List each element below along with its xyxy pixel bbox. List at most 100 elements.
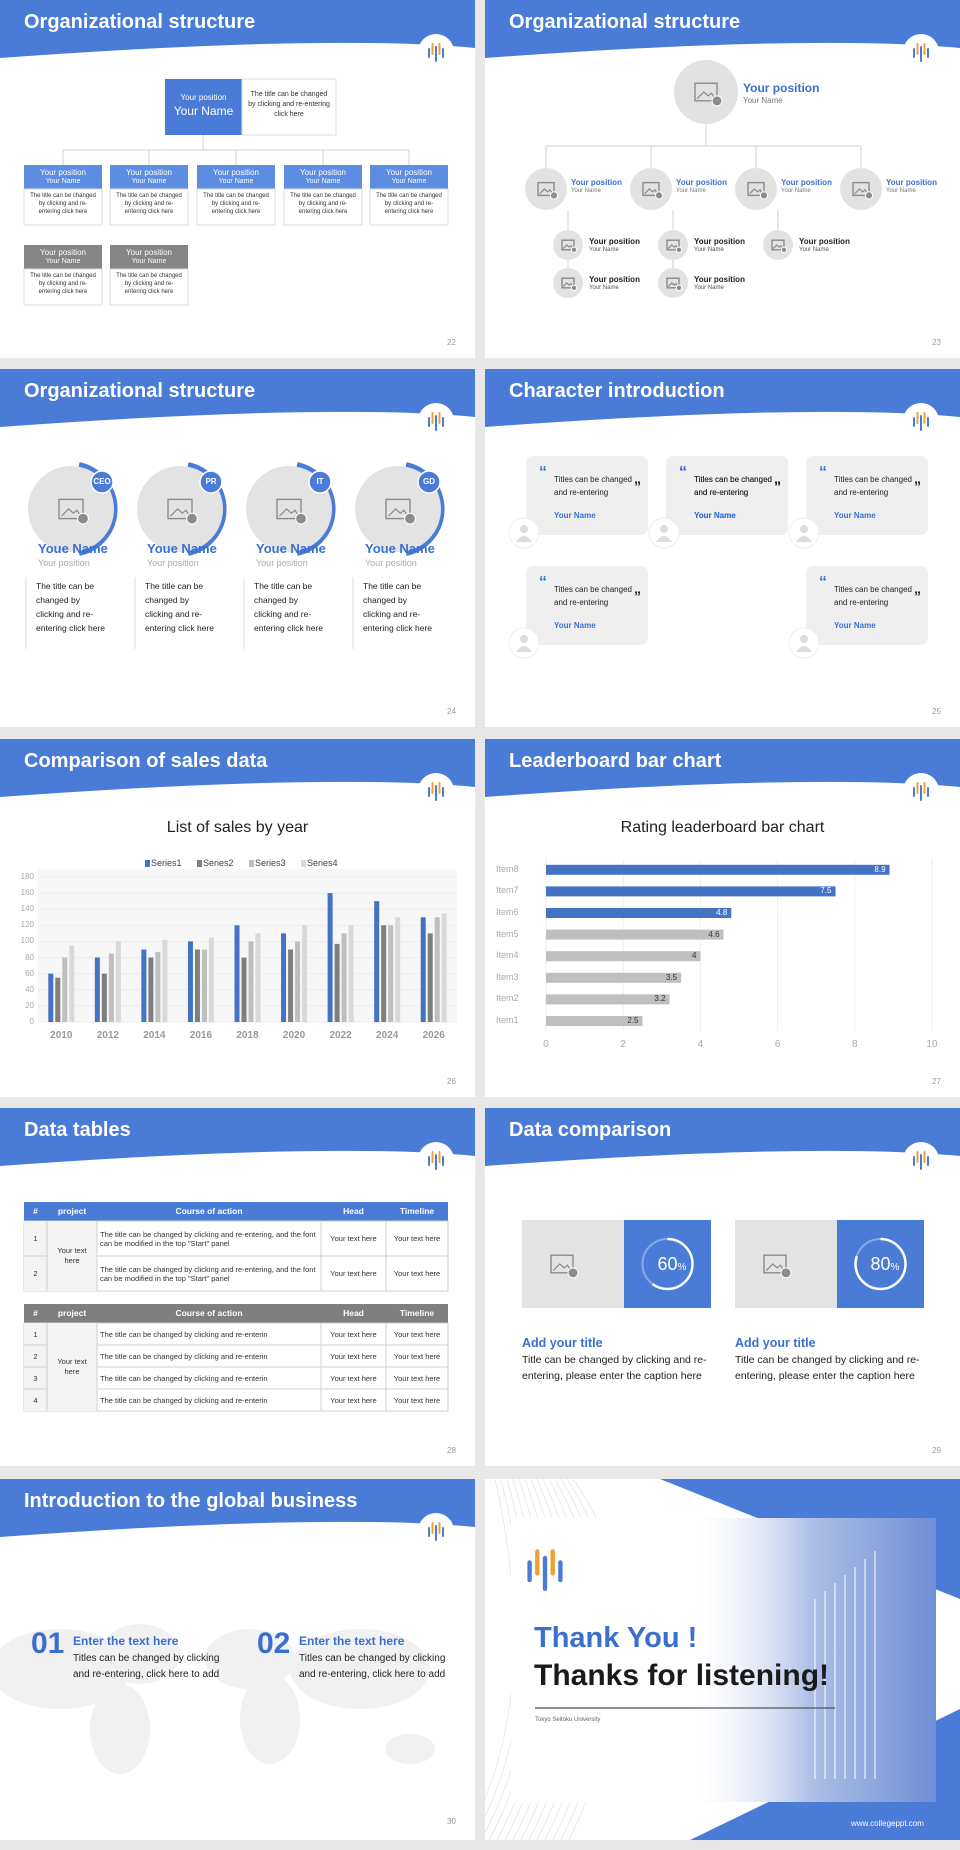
image-icon-mountain (667, 244, 679, 250)
image-icon-mountain (644, 188, 658, 195)
legend-label: Series3 (255, 858, 286, 868)
head-note-box (241, 78, 337, 136)
table-cell: Your text here (57, 1357, 87, 1376)
value-label: 3.5 (665, 972, 678, 982)
y-tick-label: 160 (20, 888, 34, 898)
bar (255, 933, 261, 1022)
x-tick-label: 8 (852, 1039, 858, 1050)
legend-label: Series1 (151, 858, 182, 868)
box-text: The title can be changed by clicking and… (116, 193, 182, 215)
slide: Leaderboard bar chart 27 Rating leaderboar… (485, 739, 960, 1097)
logo-bar (428, 787, 430, 797)
head-name: Your Name (743, 96, 783, 105)
slide-title: Introduction to the global business (24, 1490, 358, 1512)
image-icon-mountain (696, 91, 716, 100)
logo-bar (527, 1560, 532, 1583)
bar (108, 953, 114, 1022)
profile-name: Youe Name (147, 541, 217, 556)
image-icon (167, 498, 193, 520)
slide: Comparison of sales data 26 List of sales … (0, 739, 475, 1097)
page-number: 25 (932, 707, 941, 716)
bar (208, 937, 214, 1022)
sub-position: Your position (589, 237, 640, 246)
table-cell: Your text here (330, 1269, 377, 1278)
table-cell: 1 (33, 1234, 38, 1243)
bar (546, 994, 670, 1005)
header-band (0, 1108, 475, 1166)
page-number: 22 (447, 338, 456, 347)
sub-position: Your position (799, 237, 850, 246)
image-icon-plus (404, 512, 416, 525)
logo-bar (927, 1156, 929, 1166)
logo-bar (438, 412, 441, 424)
value-panel (624, 1220, 711, 1308)
item-text: Title can be changed by clicking and re-… (735, 1354, 920, 1382)
logo-bar (435, 1525, 437, 1541)
header-band (485, 739, 960, 797)
profile-position: Your position (365, 558, 417, 568)
table-cell: Your text here (393, 1373, 441, 1383)
table-cell: Your text here (393, 1395, 441, 1405)
value-label: 8.9 (874, 864, 886, 874)
box-position: Your position (300, 168, 346, 177)
site-url: www.collegeppt.com (851, 1819, 924, 1828)
quote-open: “ (679, 464, 687, 481)
slide-title: Data comparison (509, 1119, 672, 1141)
bar (546, 864, 890, 875)
item-title: Enter the text here (299, 1634, 405, 1648)
ring-number: 60 (657, 1254, 678, 1274)
member-circle (840, 168, 882, 210)
slide: Thank You ! Thanks for listening! Tokyo Se… (485, 1479, 960, 1840)
box-head (370, 165, 448, 189)
map-shape (90, 1684, 150, 1774)
box-name: Your Name (305, 178, 341, 185)
card-name: Your Name (694, 511, 736, 520)
quote-close: ” (634, 478, 641, 494)
category-label: Item2 (496, 993, 519, 1004)
image-icon-mountain (387, 508, 409, 517)
table-header-bg (24, 1202, 448, 1221)
page-number: 29 (932, 1446, 941, 1455)
box-body (283, 188, 363, 226)
image-icon-plus (864, 191, 874, 200)
bar (295, 941, 301, 1022)
category-label: Item3 (496, 971, 519, 982)
bar (420, 917, 426, 1022)
logo-bar (916, 1151, 919, 1163)
box-body (369, 188, 449, 226)
avatar-head (520, 635, 528, 643)
header-band (0, 1479, 475, 1537)
image-icon (276, 498, 302, 520)
slide-graphics (0, 369, 475, 649)
card-name: Your Name (834, 621, 876, 630)
profile-name: Youe Name (256, 541, 326, 556)
bar (162, 939, 168, 1022)
image-icon-plus (675, 246, 683, 254)
image-icon-mountain (749, 188, 763, 195)
sub-name: Your Name (589, 285, 619, 291)
y-tick-label: 40 (25, 984, 34, 994)
image-icon (537, 181, 555, 197)
slide-graphics (0, 1108, 475, 1412)
quote-open: “ (819, 574, 827, 591)
value-label: 4.8 (716, 908, 728, 917)
x-tick-label: 2014 (143, 1030, 166, 1041)
box-body (109, 188, 189, 226)
member-name: Your Name (676, 188, 706, 194)
logo-bar (923, 782, 926, 794)
x-tick-label: 4 (697, 1039, 704, 1050)
x-tick-label: 10 (926, 1039, 938, 1050)
profile-text: The title can be changed by clicking and… (254, 581, 323, 633)
box-position: Your position (126, 168, 172, 177)
table-project-bg (47, 1323, 97, 1411)
quote-close: ” (914, 478, 921, 494)
image-icon (561, 239, 575, 251)
avatar-body (796, 536, 812, 542)
profile-arc (296, 462, 336, 556)
logo-bar (438, 43, 441, 55)
box-body (109, 268, 189, 306)
box-text: The title can be changed by clicking and… (30, 193, 96, 215)
table-cell: 2 (33, 1351, 38, 1361)
bar (334, 943, 340, 1022)
image-icon-mountain (667, 282, 679, 288)
